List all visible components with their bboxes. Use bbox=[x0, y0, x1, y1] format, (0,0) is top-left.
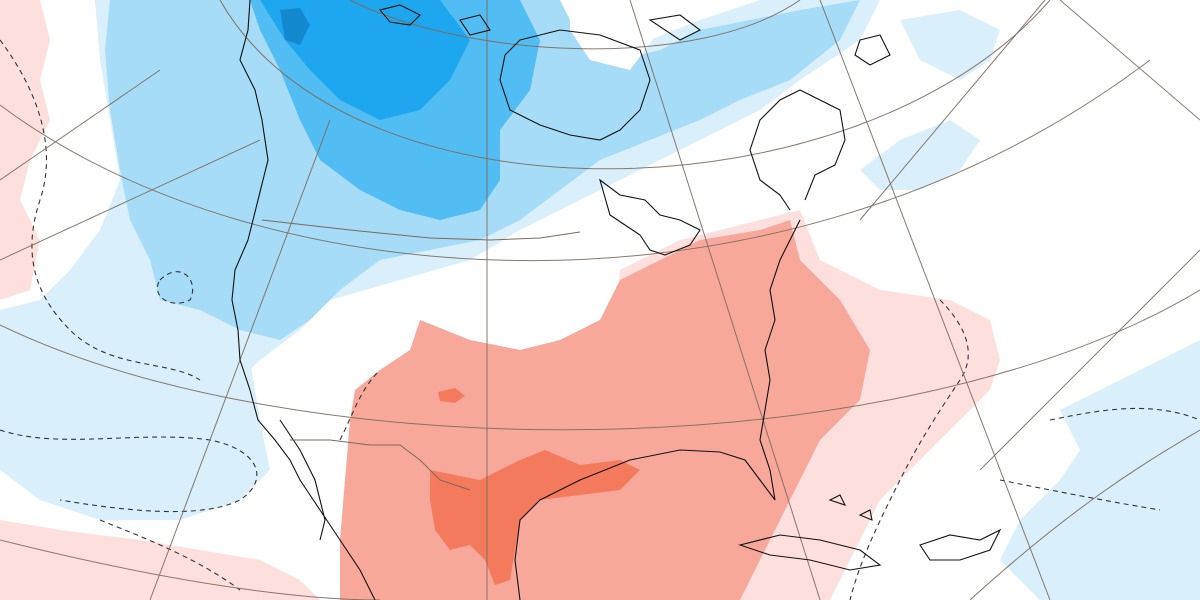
pacific-warm-light-west bbox=[0, 0, 50, 300]
border-layer bbox=[261, 219, 581, 491]
northeast-coast bbox=[749, 89, 846, 211]
contour-line bbox=[849, 299, 969, 600]
contour-line bbox=[1049, 407, 1200, 421]
longitude-line bbox=[629, 0, 821, 600]
latitude-line bbox=[349, 0, 801, 50]
canada-cool-intense bbox=[260, 0, 470, 120]
pacific-warm-light-south bbox=[0, 520, 320, 600]
hudson-bay bbox=[499, 29, 651, 141]
latitude-line bbox=[0, 289, 1200, 431]
latitude-line bbox=[969, 429, 1200, 600]
hispaniola bbox=[919, 528, 1002, 561]
arctic-islands bbox=[379, 4, 702, 41]
labrador-cool-light bbox=[900, 10, 1000, 80]
longitude-line bbox=[1059, 0, 1200, 121]
contour-line bbox=[0, 429, 258, 513]
newfoundland bbox=[854, 34, 891, 66]
contour-layer bbox=[0, 39, 1200, 600]
longitude-line bbox=[0, 139, 261, 261]
contour-line bbox=[99, 519, 241, 591]
us-canada-border bbox=[261, 219, 581, 241]
contour-line bbox=[339, 369, 381, 441]
longitude-line bbox=[979, 249, 1200, 471]
contour-line bbox=[0, 39, 201, 381]
bahamas bbox=[828, 494, 873, 521]
contour-line bbox=[156, 271, 194, 304]
atlantic-cool-light bbox=[1000, 340, 1200, 600]
longitude-line bbox=[819, 0, 1051, 600]
gulf-warm-strong bbox=[430, 450, 640, 585]
great-lakes bbox=[599, 178, 701, 256]
latitude-line bbox=[0, 59, 1151, 262]
cuba bbox=[738, 534, 882, 571]
pacific-cool-light-south bbox=[0, 330, 270, 520]
west-coast bbox=[231, 0, 376, 600]
us-mexico-border bbox=[290, 439, 471, 491]
warm-anomaly-layer bbox=[0, 0, 1000, 600]
longitude-line bbox=[0, 69, 161, 181]
hudson-neutral-hole bbox=[570, 0, 660, 70]
canada-cool-deep bbox=[280, 8, 310, 45]
latitude-line bbox=[219, 0, 1051, 170]
coastline-layer bbox=[231, 0, 1002, 600]
latitude-line bbox=[0, 539, 381, 600]
atlantic-cool-light-north bbox=[860, 120, 980, 190]
rockies-warm-strong bbox=[438, 388, 465, 403]
gulf-coast bbox=[514, 219, 801, 600]
longitude-line bbox=[859, 0, 1046, 221]
